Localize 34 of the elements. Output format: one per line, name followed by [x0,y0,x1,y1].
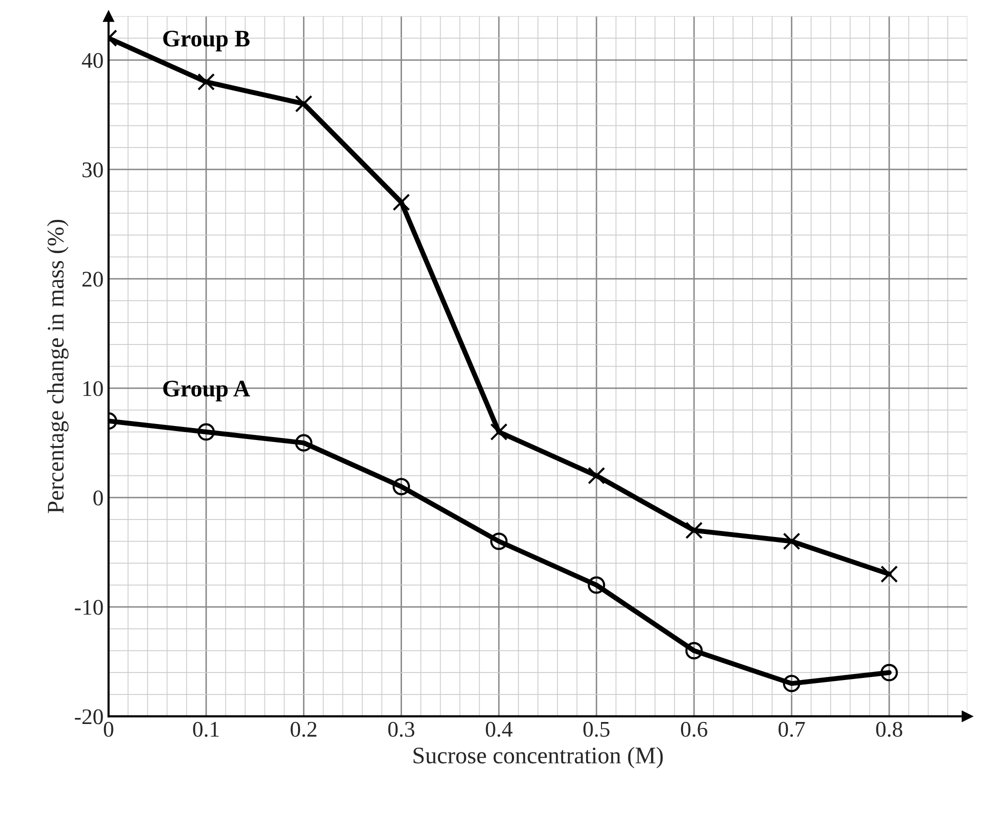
x-tick-label: 0.6 [681,722,708,737]
y-axis-title: Percentage change in mass (%) [47,220,69,514]
x-tick-label: 0.7 [778,722,805,737]
x-tick-label: 0.3 [388,722,414,737]
point [880,565,898,583]
point [782,532,800,550]
point [197,423,215,441]
y-tick-label: -20 [74,709,103,724]
x-tick-label: 0.8 [876,722,902,737]
y-tick-label: 0 [93,490,103,506]
point [685,522,703,540]
point [588,576,606,594]
point [295,434,312,452]
point [782,674,800,692]
x-tick-label: 0.2 [290,722,316,737]
x-axis-title: Sucrose concentration (M) [414,746,663,768]
x-tick-label: 0.4 [486,722,512,737]
y-tick-label: 40 [82,52,103,68]
y-tick-label: 20 [82,272,103,287]
y-tick-label: 30 [82,162,103,178]
point [490,423,508,441]
point [880,664,898,682]
x-tick-label: 0.5 [583,722,610,737]
point [197,73,215,91]
point [588,467,606,484]
y-tick-label: 10 [83,381,103,396]
series-label: Group A [163,380,250,402]
point [685,642,703,660]
x-tick-label: 0.1 [193,722,219,737]
y-tick-label: -10 [74,600,103,615]
point [490,532,508,550]
x-tick-label: 0 [104,722,114,737]
point [392,478,410,496]
series-label: Group B [163,30,250,52]
